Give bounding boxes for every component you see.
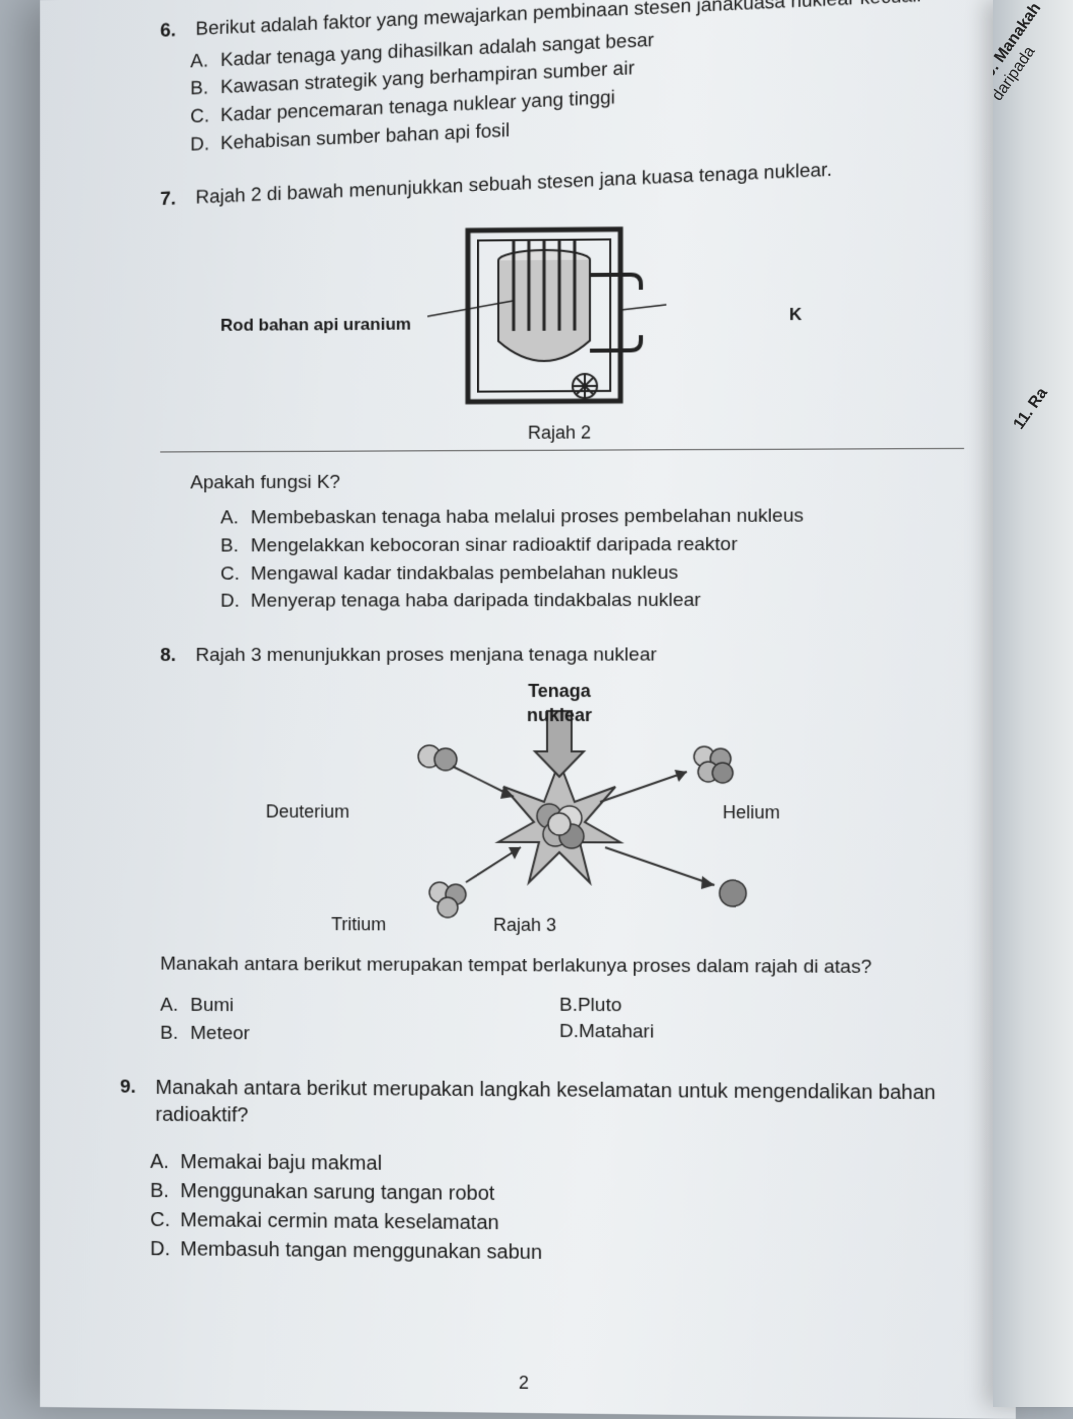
opt-letter: C. — [190, 103, 220, 130]
opt-text: Menyerap tenaga haba daripada tindakbala… — [251, 588, 964, 615]
rajah2-caption: Rajah 2 — [160, 419, 964, 447]
opt-text: Membebaskan tenaga haba melalui proses p… — [251, 503, 964, 531]
opt-text: Menggunakan sarung tangan robot — [180, 1178, 964, 1212]
q8-options: A.Bumi B.Meteor B.Pluto D.Matahari — [160, 991, 964, 1051]
question-9: 9. Manakah antara berikut merupakan lang… — [120, 1074, 964, 1270]
opt-text: Memakai baju makmal — [180, 1149, 964, 1183]
opt-letter: B. — [220, 533, 250, 559]
opt-text: Membasuh tangan menggunakan sabun — [180, 1236, 964, 1271]
q9-options: A.Memakai baju makmal B.Menggunakan saru… — [150, 1148, 964, 1270]
q9-stem: Manakah antara berikut merupakan langkah… — [155, 1074, 959, 1134]
q9-opt-d: D.Membasuh tangan menggunakan sabun — [150, 1236, 964, 1271]
q7-opt-b: B.Mengelakkan kebocoran sinar radioaktif… — [220, 531, 964, 559]
helium-label: Helium — [723, 800, 780, 825]
q7-opt-c: C.Mengawal kadar tindakbalas pembelahan … — [220, 559, 964, 587]
opt-text: Memakai cermin mata keselamatan — [180, 1207, 964, 1241]
q7-opt-d: D.Menyerap tenaga haba daripada tindakba… — [220, 588, 964, 615]
question-7: 7. Rajah 2 di bawah menunjukkan sebuah s… — [160, 180, 964, 615]
rajah3-caption: Rajah 3 — [493, 912, 556, 937]
opt-letter: A. — [190, 47, 220, 74]
k-label: K — [789, 304, 802, 327]
opt-letter: B. — [150, 1177, 180, 1204]
q8-opt-b-right: B.Pluto — [559, 993, 964, 1021]
worksheet-page: 6. Berikut adalah faktor yang mewajarkan… — [40, 0, 1016, 1419]
opt-letter: B. — [160, 1021, 190, 1047]
next-page-sliver: 10. Manakah daripada 11. Ra — [993, 0, 1073, 1407]
q7-number: 7. — [160, 186, 190, 213]
q7-opt-a: A.Membebaskan tenaga haba melalui proses… — [220, 503, 964, 531]
q8-opt-a: A.Bumi — [160, 993, 559, 1021]
opt-letter: B. — [190, 75, 220, 102]
q8-stem: Rajah 3 menunjukkan proses menjana tenag… — [196, 642, 960, 669]
q9-number: 9. — [120, 1074, 150, 1100]
opt-letter: D. — [190, 131, 220, 158]
opt-text: Mengelakkan kebocoran sinar radioaktif d… — [251, 531, 964, 559]
opt-letter: A. — [220, 506, 250, 532]
q7-stem: Rajah 2 di bawah menunjukkan sebuah stes… — [196, 152, 960, 211]
fusion-diagram: Tenaga nuklear Deuterium Tritium Helium … — [160, 680, 964, 944]
reactor-diagram: Rod bahan api uranium — [160, 216, 964, 421]
tritium-label: Tritium — [331, 912, 386, 937]
q8-subquestion: Manakah antara berikut merupakan tempat … — [160, 951, 964, 981]
next-page-q11: 11. Ra — [1010, 385, 1051, 433]
opt-letter: C. — [220, 561, 250, 587]
q8-opt-b-left: B.Meteor — [160, 1021, 559, 1049]
reactor-icon — [427, 218, 692, 412]
q7-subquestion: Apakah fungsi K? — [190, 467, 964, 496]
opt-text: Bumi — [190, 993, 559, 1021]
q8-number: 8. — [160, 643, 190, 669]
q6-number: 6. — [160, 17, 190, 44]
page-number: 2 — [519, 1370, 529, 1395]
q8-opt-d: D.Matahari — [559, 1019, 964, 1047]
q9-opt-a: A.Memakai baju makmal — [150, 1148, 964, 1182]
rod-label: Rod bahan api uranium — [220, 313, 411, 337]
opt-letter: A. — [160, 993, 190, 1019]
opt-letter: D. — [220, 589, 250, 615]
tenaga-label: Tenaga nuklear — [527, 678, 592, 727]
divider — [160, 448, 964, 453]
opt-text: Meteor — [190, 1021, 559, 1049]
opt-letter: A. — [150, 1148, 180, 1175]
question-6: 6. Berikut adalah faktor yang mewajarkan… — [160, 0, 964, 159]
question-8: 8. Rajah 3 menunjukkan proses menjana te… — [160, 642, 964, 1051]
opt-text: Mengawal kadar tindakbalas pembelahan nu… — [251, 559, 964, 587]
q7-options: A.Membebaskan tenaga haba melalui proses… — [220, 503, 964, 614]
deuterium-label: Deuterium — [266, 799, 350, 824]
q9-opt-b: B.Menggunakan sarung tangan robot — [150, 1177, 964, 1211]
opt-letter: D. — [150, 1236, 180, 1263]
opt-letter: C. — [150, 1207, 180, 1234]
